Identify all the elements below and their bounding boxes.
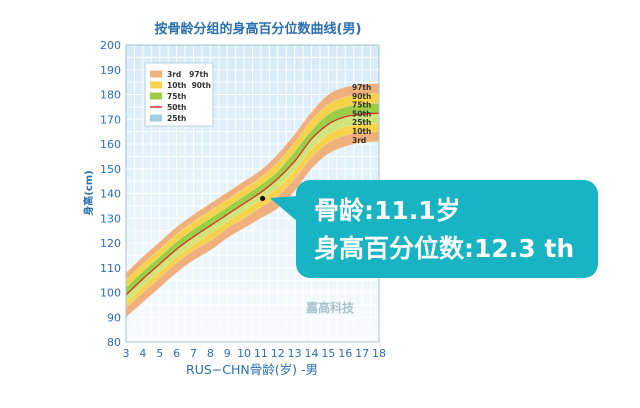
y-tick-label: 140 <box>100 188 121 201</box>
x-tick-label: 14 <box>305 347 319 360</box>
legend-swatch <box>150 70 162 78</box>
series-line-50th <box>125 112 380 296</box>
x-tick-label: 12 <box>271 347 285 360</box>
series-line-75th <box>125 102 380 288</box>
legend-swatch <box>150 81 162 89</box>
result-callout: 骨龄:11.1岁 身高百分位数:12.3 th <box>296 180 598 278</box>
y-tick-label: 80 <box>107 336 121 349</box>
percentile-label: 身高百分位数: <box>314 234 474 263</box>
x-tick-label: 13 <box>288 347 302 360</box>
end-label-25th: 25th <box>352 118 371 127</box>
x-tick-label: 7 <box>190 347 197 360</box>
x-tick-label: 3 <box>123 347 130 360</box>
y-tick-label: 170 <box>100 113 121 126</box>
y-tick-label: 160 <box>100 138 121 151</box>
x-tick-label: 11 <box>254 347 268 360</box>
legend-label: 25th <box>167 114 186 123</box>
y-tick-label: 190 <box>100 64 121 77</box>
series-line-25th <box>125 122 380 303</box>
series-line-10th <box>125 131 380 308</box>
y-axis-label: 身高(cm) <box>82 170 95 216</box>
end-label-3rd: 3rd <box>352 136 366 145</box>
x-tick-label: 9 <box>224 347 231 360</box>
percentile-bands <box>126 83 379 318</box>
percentile-lines <box>125 83 380 318</box>
x-tick-label: 5 <box>156 347 163 360</box>
series-line-97th <box>125 83 380 273</box>
patient-marker <box>260 195 266 202</box>
legend-label: 50th <box>167 103 186 112</box>
axis-ticks: 3 4 5 6 7 8 9 10 11 12 13 14 15 16 17 18 80 90 100 110 120 13… <box>100 39 386 360</box>
legend-label: 10th 90th <box>167 81 211 90</box>
bone-age-line: 骨龄:11.1岁 <box>314 192 598 230</box>
x-tick-label: 15 <box>321 347 335 360</box>
series-line-3rd <box>125 141 380 318</box>
x-tick-label: 8 <box>207 347 214 360</box>
y-tick-label: 90 <box>107 311 121 324</box>
end-label-75th: 75th <box>352 101 371 110</box>
x-tick-label: 6 <box>173 347 180 360</box>
legend-label: 75th <box>167 92 186 101</box>
y-tick-label: 100 <box>100 287 121 300</box>
x-tick-label: 16 <box>338 347 352 360</box>
end-label-50th: 50th <box>352 109 371 118</box>
legend-swatch <box>150 114 162 122</box>
y-tick-label: 130 <box>100 212 121 225</box>
x-tick-label: 10 <box>237 347 251 360</box>
legend-swatch <box>150 92 162 100</box>
percentile-line: 身高百分位数:12.3 th <box>314 230 598 268</box>
legend-label: 3rd 97th <box>167 70 208 79</box>
end-label-97th: 97th <box>352 83 371 92</box>
legend: 3rd 97th 10th 90th 75th 50th 25th <box>144 62 214 127</box>
percentile-value: 12.3 th <box>474 234 575 263</box>
end-label-90th: 90th <box>352 92 371 101</box>
bone-age-label: 骨龄: <box>314 196 374 225</box>
series-line-90th <box>125 93 380 281</box>
y-tick-label: 180 <box>100 89 121 102</box>
chart-title: 按骨龄分组的身高百分位数曲线(男) <box>155 21 362 37</box>
x-tick-label: 17 <box>355 347 369 360</box>
bone-age-value: 11.1岁 <box>374 196 461 225</box>
y-tick-label: 120 <box>100 237 121 250</box>
end-label-10th: 10th <box>352 127 371 136</box>
y-tick-label: 200 <box>100 39 121 52</box>
x-tick-label: 18 <box>372 347 386 360</box>
x-tick-label: 4 <box>139 347 146 360</box>
watermark: 嘉高科技 <box>305 300 355 315</box>
x-axis-label: RUS−CHN骨龄(岁) -男 <box>186 362 318 377</box>
y-tick-label: 110 <box>100 262 121 275</box>
y-tick-label: 150 <box>100 163 121 176</box>
callout-pointer <box>270 196 298 222</box>
